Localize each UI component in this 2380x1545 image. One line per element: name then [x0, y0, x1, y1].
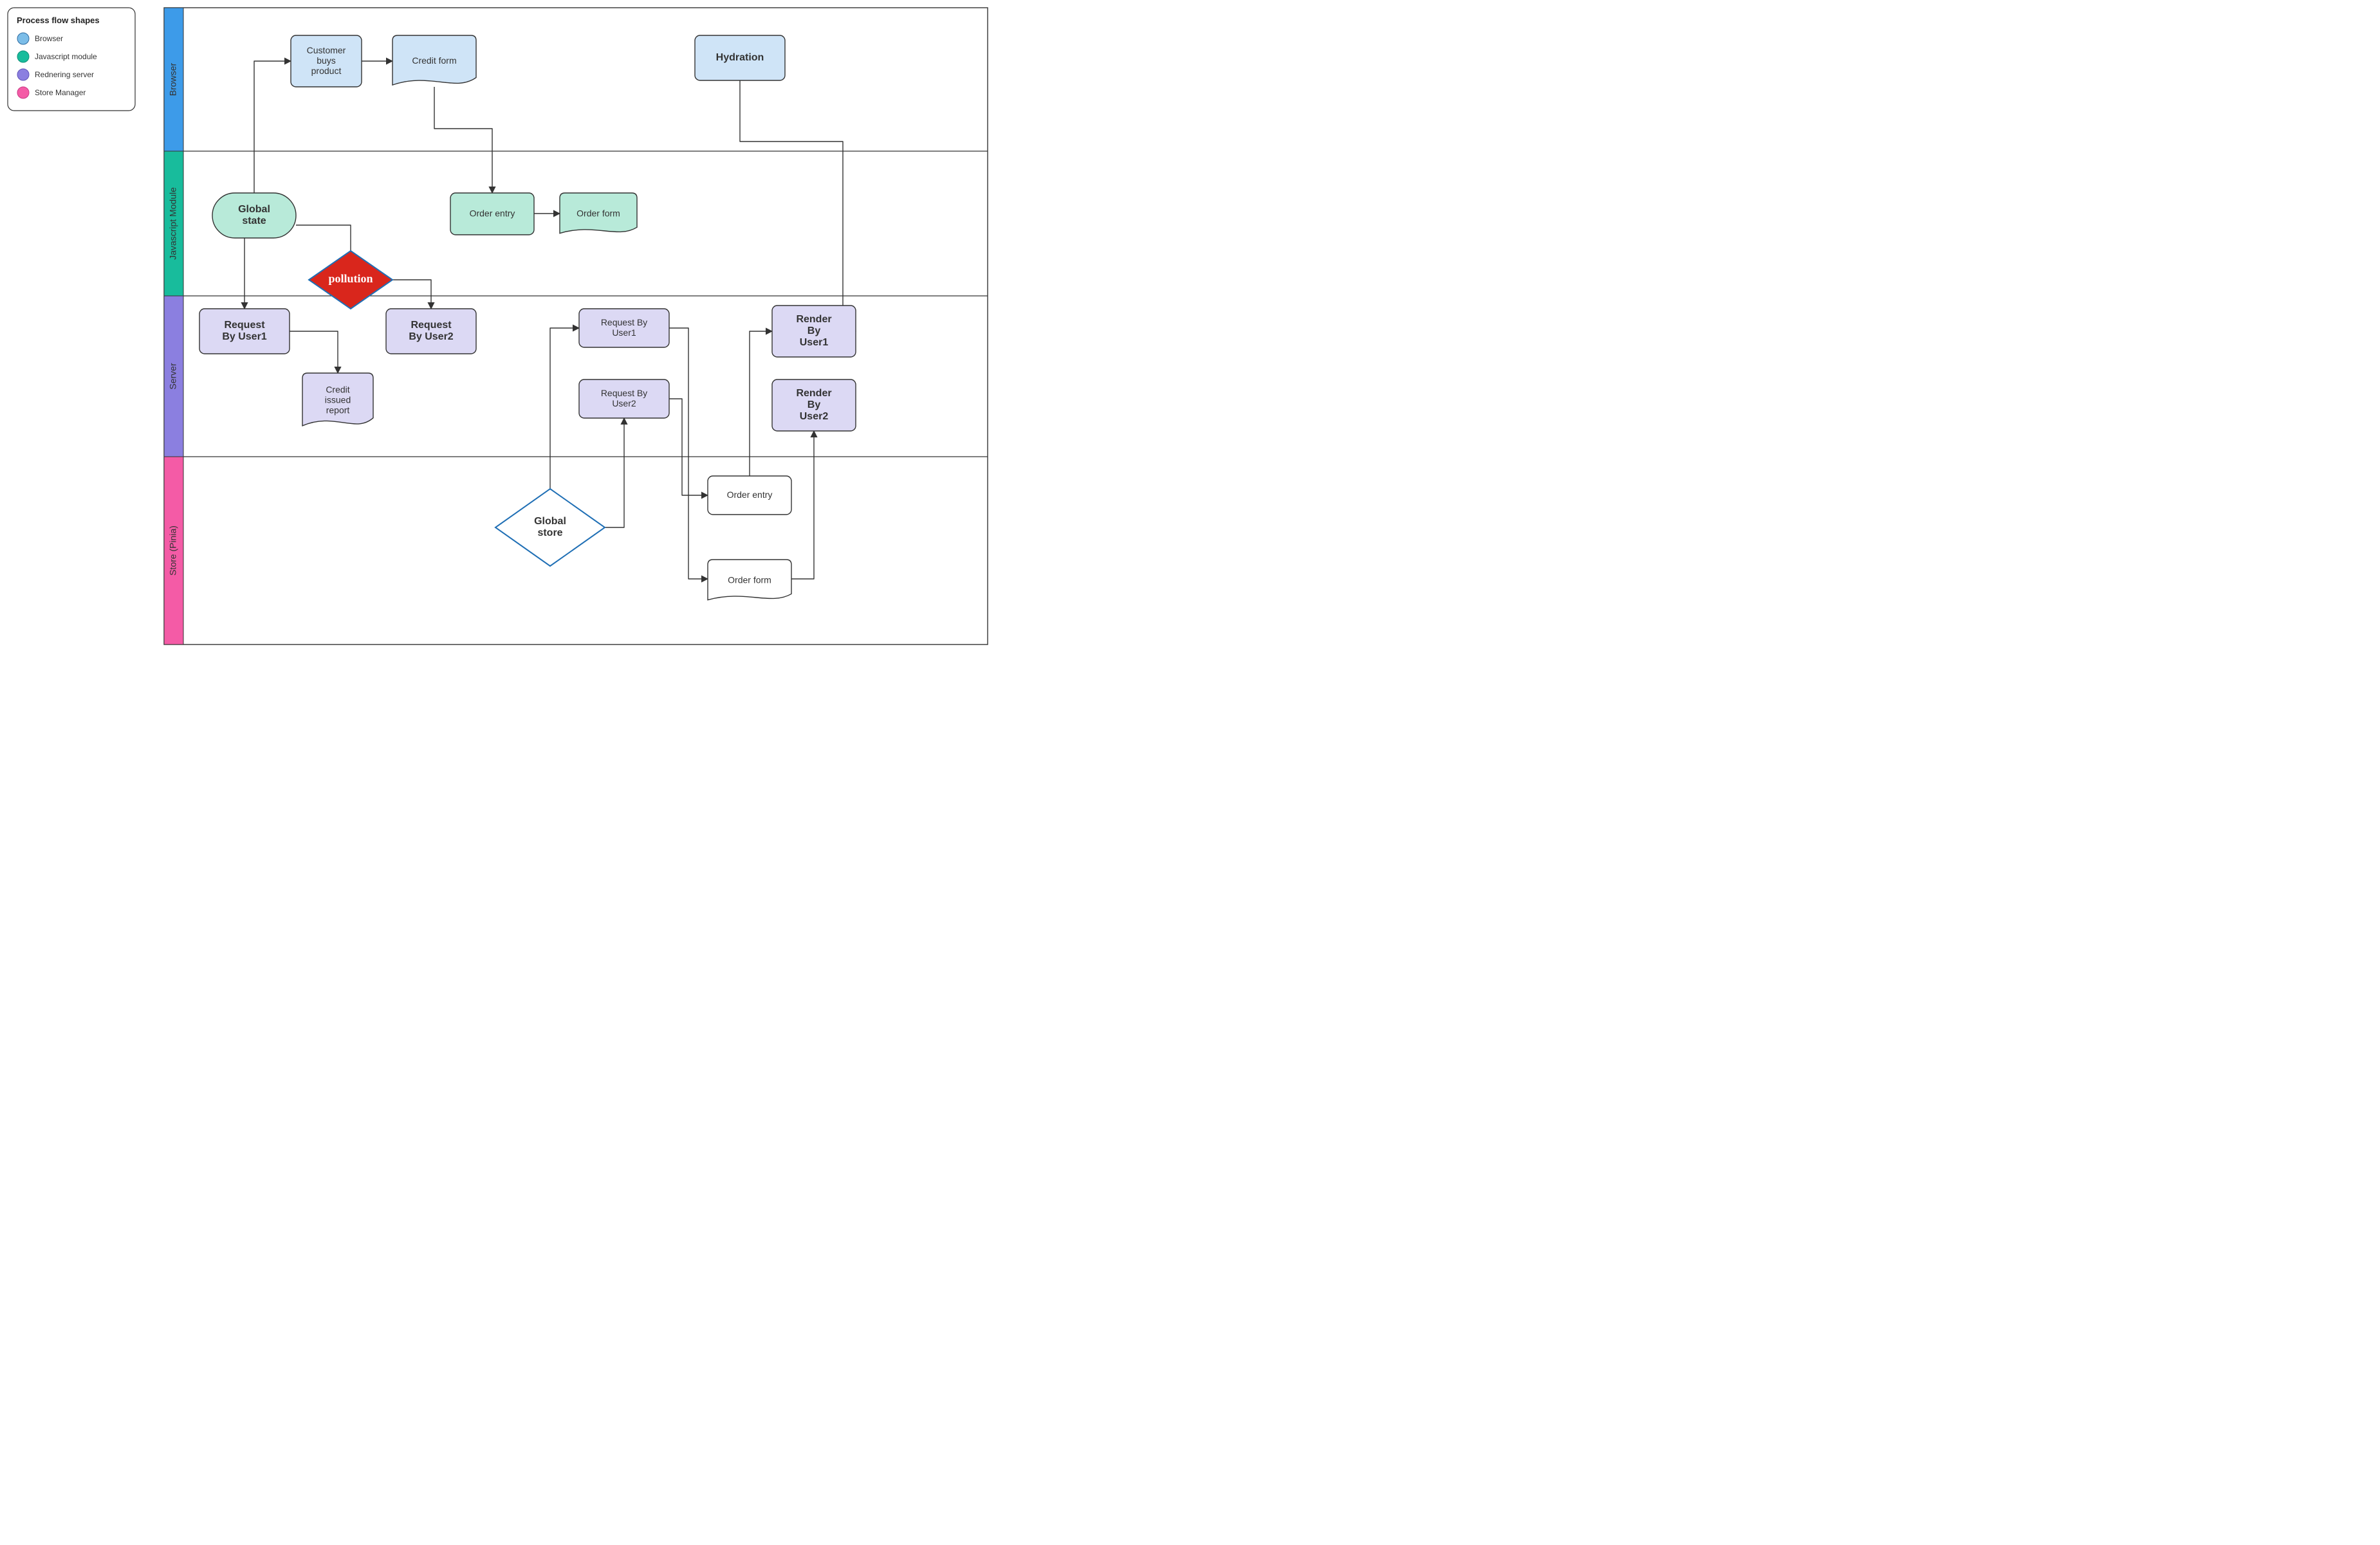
node-reqU2-label: RequestBy User2 [409, 320, 453, 342]
legend-item-1: Javascript module [35, 52, 97, 61]
node-hydration-label: Hydration [716, 52, 764, 63]
lane-label-browser: Browser [168, 62, 178, 96]
node-credit-label: Credit form [412, 55, 456, 66]
edge-10 [669, 328, 708, 579]
edge-0 [254, 61, 291, 193]
edge-14 [740, 80, 856, 331]
lane-label-js: Javascript Module [168, 187, 178, 260]
legend-dot-2 [17, 69, 29, 80]
node-orderform-label: Order form [577, 208, 620, 218]
legend-dot-0 [17, 33, 29, 44]
legend-item-3: Store Manager [35, 88, 86, 97]
node-orderentry-label: Order entry [470, 208, 515, 218]
edge-7 [290, 331, 338, 373]
node-globalstore-label: Globalstore [534, 516, 566, 538]
legend-dot-1 [17, 51, 29, 62]
legend-dot-3 [17, 87, 29, 98]
edge-5 [296, 225, 351, 251]
node-orderform2-label: Order form [728, 574, 771, 585]
node-pollution-label: pollution [328, 272, 373, 285]
legend-title: Process flow shapes [17, 15, 100, 25]
edge-13 [791, 431, 814, 579]
node-global-label: Globalstate [238, 204, 270, 226]
lane-label-store: Store (Pinia) [168, 526, 178, 576]
node-creditrep-label: Creditissuedreport [325, 384, 351, 415]
edge-9 [605, 418, 624, 527]
node-reqU1-label: RequestBy User1 [222, 320, 266, 342]
edge-6 [392, 280, 431, 309]
nodes: CustomerbuysproductCredit formHydrationG… [199, 35, 856, 600]
legend: Process flow shapes Browser Javascript mod… [8, 8, 135, 111]
edge-12 [750, 331, 772, 476]
legend-item-2: Rednering server [35, 70, 94, 79]
legend-item-0: Browser [35, 34, 63, 43]
lane-label-server: Server [168, 363, 178, 390]
node-orderentry2-label: Order entry [727, 489, 773, 500]
edge-2 [434, 87, 492, 193]
